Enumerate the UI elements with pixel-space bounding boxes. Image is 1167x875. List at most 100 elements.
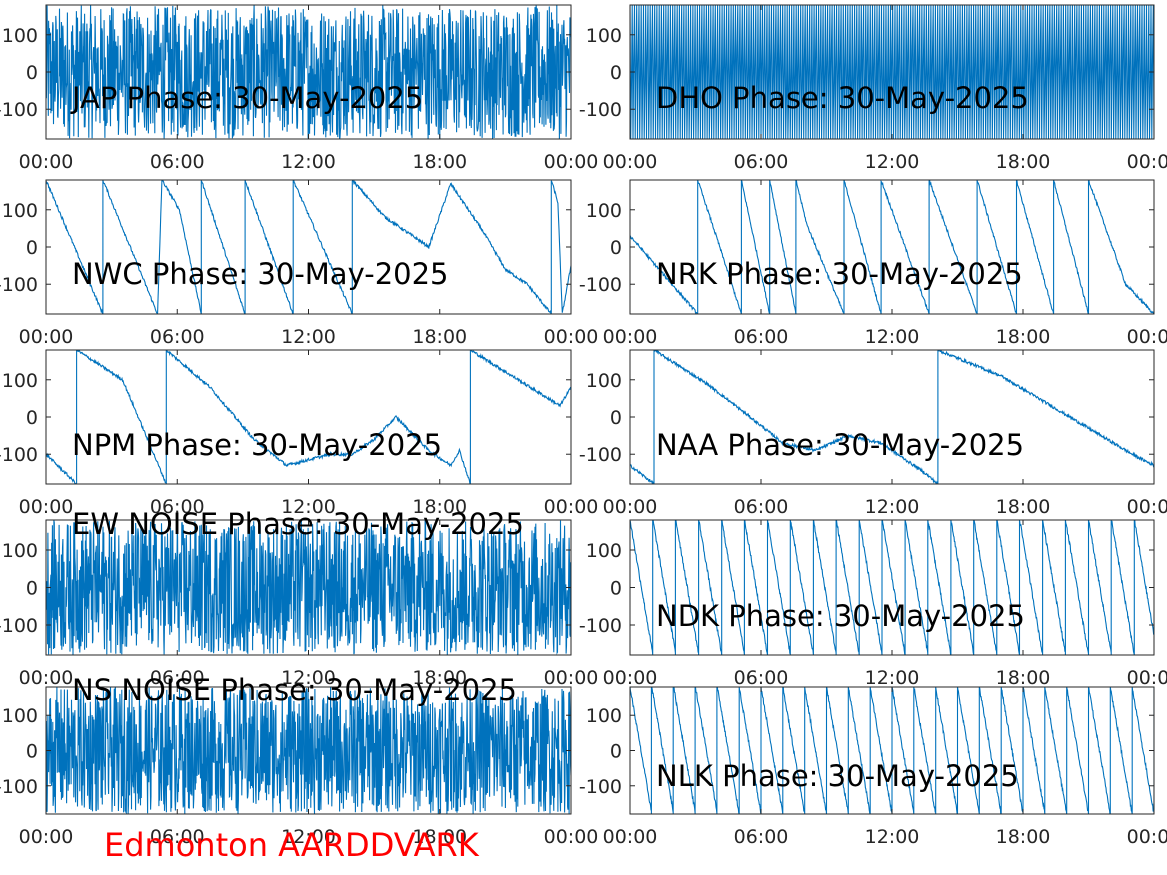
y-tick-label: 0 [610,407,622,429]
x-tick-label: 12:00 [281,326,336,348]
y-tick-label: 100 [2,705,38,727]
x-tick-label: 00:00 [1127,496,1167,518]
y-tick-label: 100 [586,200,622,222]
x-tick-label: 00:00 [603,826,658,848]
x-tick-label: 12:00 [281,826,336,848]
axes-box [629,519,1155,656]
x-tick-label: 00:00 [1127,326,1167,348]
x-tick-label: 00:00 [544,326,599,348]
x-tick-label: 18:00 [996,151,1051,173]
x-tick-label: 06:00 [150,151,205,173]
x-tick-label: 06:00 [150,826,205,848]
y-tick-label: -100 [0,274,38,296]
chart-panel-5: -100 0 100 00:00 06:00 12:00 18:00 00:00 NPM Pha… [0,349,599,518]
x-tick-label: 12:00 [281,667,336,689]
x-tick-label: 00:00 [1127,667,1167,689]
x-tick-label: 00:00 [603,667,658,689]
x-tick-label: 18:00 [412,326,467,348]
x-tick-label: 18:00 [412,826,467,848]
phase-trace-9 [46,687,571,814]
x-tick-label: 06:00 [150,496,205,518]
y-tick-label: 0 [26,741,38,763]
x-tick-label: 00:00 [19,667,74,689]
chart-panel-6: -100 0 100 00:00 06:00 12:00 18:00 00:00 NAA Pha… [579,349,1167,518]
chart-panel-4: -100 0 100 00:00 06:00 12:00 18:00 00:00 NRK Pha… [579,179,1167,348]
x-tick-label: 18:00 [996,496,1051,518]
y-tick-label: 100 [586,25,622,47]
y-tick-label: 100 [2,540,38,562]
phase-trace-4 [630,180,1154,314]
phase-trace-1 [46,5,571,139]
x-tick-label: 12:00 [281,151,336,173]
y-tick-label: 100 [586,540,622,562]
x-tick-label: 00:00 [19,151,74,173]
panel-title: NWC Phase: 30-May-2025 [72,257,449,291]
panel-title: NLK Phase: 30-May-2025 [656,759,1019,793]
x-tick-label: 00:00 [19,826,74,848]
axes-box [629,349,1155,485]
chart-panel-8: -100 0 100 00:00 06:00 12:00 18:00 00:00 NDK Pha… [579,519,1167,689]
x-tick-label: 12:00 [865,496,920,518]
panel-title: JAP Phase: 30-May-2025 [70,81,423,115]
y-tick-label: 100 [2,370,38,392]
panel-title: NRK Phase: 30-May-2025 [656,257,1023,291]
panel-title: NS NOISE Phase: 30-May-2025 [72,673,517,707]
y-tick-label: 100 [586,370,622,392]
phase-trace-7 [46,520,571,655]
y-tick-label: -100 [579,274,622,296]
x-tick-label: 18:00 [412,151,467,173]
x-tick-label: 00:00 [603,326,658,348]
x-tick-label: 00:00 [1127,826,1167,848]
chart-panel-1: -100 0 100 00:00 06:00 12:00 18:00 00:00 JAP Pha… [0,4,599,173]
x-tick-label: 00:00 [544,151,599,173]
y-tick-label: -100 [0,99,38,121]
phase-trace-5 [46,350,571,484]
x-tick-label: 18:00 [996,667,1051,689]
y-tick-label: -100 [0,615,38,637]
x-tick-label: 00:00 [544,826,599,848]
x-tick-label: 00:00 [1127,151,1167,173]
chart-panel-9: -100 0 100 00:00 06:00 12:00 18:00 00:00 NS NOIS… [0,673,598,848]
phase-trace-6 [630,350,1154,484]
panel-title: NPM Phase: 30-May-2025 [72,428,442,462]
y-tick-label: 0 [26,578,38,600]
x-tick-label: 00:00 [544,496,599,518]
x-tick-label: 06:00 [734,326,789,348]
chart-panel-2: -100 0 100 00:00 06:00 12:00 18:00 00:00 DHO Pha… [579,4,1167,173]
y-tick-label: 100 [586,705,622,727]
y-tick-label: 0 [610,578,622,600]
y-tick-label: -100 [0,444,38,466]
x-tick-label: 06:00 [150,667,205,689]
x-tick-label: 06:00 [734,826,789,848]
x-tick-label: 12:00 [281,496,336,518]
axes-box [45,349,572,485]
x-tick-label: 00:00 [544,667,599,689]
y-tick-label: 0 [610,741,622,763]
x-tick-label: 12:00 [865,826,920,848]
x-tick-label: 12:00 [865,667,920,689]
phase-trace-8 [630,520,1154,655]
panel-title: NDK Phase: 30-May-2025 [656,599,1025,633]
y-tick-label: 0 [610,62,622,84]
phase-trace-3 [46,180,571,314]
x-tick-label: 06:00 [734,667,789,689]
chart-panel-7: -100 0 100 00:00 06:00 12:00 18:00 00:00 EW NOIS… [0,507,598,689]
x-tick-label: 18:00 [996,826,1051,848]
phase-trace-2 [630,5,1154,139]
y-tick-label: -100 [579,615,622,637]
x-tick-label: 00:00 [19,326,74,348]
panel-title: EW NOISE Phase: 30-May-2025 [72,507,524,541]
phase-trace-10 [630,687,1154,814]
x-tick-label: 06:00 [734,151,789,173]
y-tick-label: -100 [0,776,38,798]
chart-panel-3: -100 0 100 00:00 06:00 12:00 18:00 00:00 NWC Pha… [0,179,599,348]
y-tick-label: 0 [26,62,38,84]
x-tick-label: 18:00 [996,326,1051,348]
y-tick-label: 0 [610,237,622,259]
x-tick-label: 18:00 [412,496,467,518]
x-tick-label: 06:00 [734,496,789,518]
x-tick-label: 00:00 [19,496,74,518]
chart-panel-10: -100 0 100 00:00 06:00 12:00 18:00 00:00 NLK Pha… [579,686,1167,848]
footer-label: Edmonton AARDDVARK [104,826,479,864]
y-tick-label: -100 [579,444,622,466]
